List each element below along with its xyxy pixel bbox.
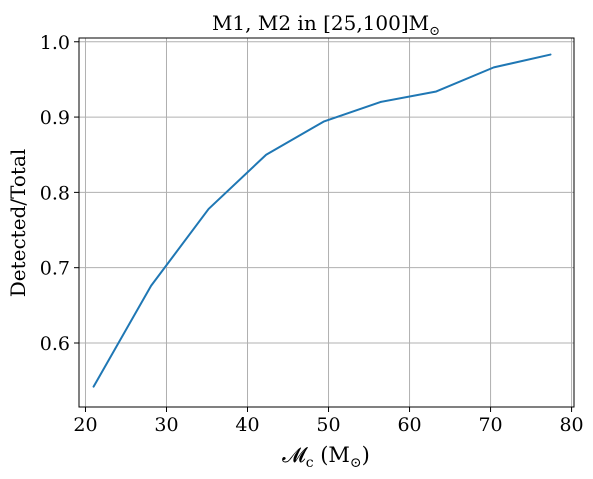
x-tick-label: 60 [397, 414, 421, 436]
axis-ticks: 20 30 40 50 60 70 80 0.6 0.7 0.8 0.9 1.0 [40, 32, 584, 436]
x-tick-label: 50 [316, 414, 340, 436]
y-tick-label: 0.9 [40, 107, 70, 129]
x-tick-label: 30 [154, 414, 178, 436]
title-subscript: ⊙ [429, 24, 440, 39]
x-tick-label: 40 [235, 414, 259, 436]
y-axis-label: Detected/Total [6, 149, 30, 298]
y-tick-label: 0.6 [40, 333, 70, 355]
x-tick-label: 70 [478, 414, 502, 436]
y-tick-label: 1.0 [40, 32, 70, 54]
series-line [92, 53, 552, 388]
x-tick-label: 80 [559, 414, 583, 436]
series-layer [92, 53, 552, 388]
plot-frame [78, 37, 575, 408]
y-tick-label: 0.7 [40, 258, 70, 280]
grid-lines [79, 38, 574, 407]
x-axis-label: 𝓜c (M⊙) [282, 443, 370, 471]
x-tick-label: 20 [73, 414, 97, 436]
y-tick-label: 0.8 [40, 182, 70, 204]
chart-title: M1, M2 in [25,100]M⊙ [212, 11, 440, 39]
